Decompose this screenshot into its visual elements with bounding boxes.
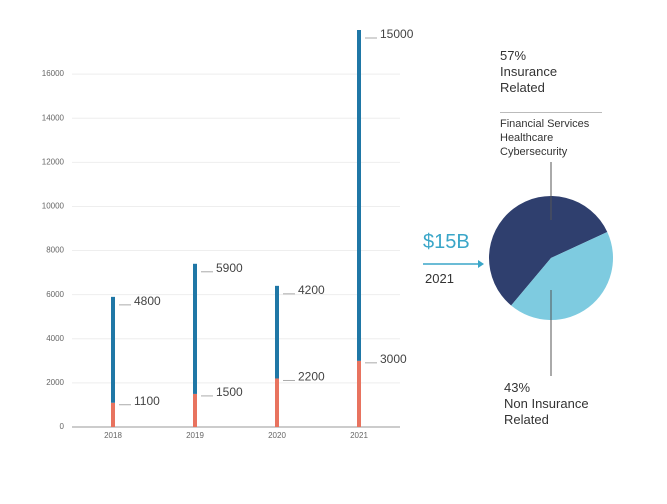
sub-item: Healthcare: [500, 132, 554, 144]
sub-item: Cybersecurity: [500, 146, 568, 158]
bar-segment: [111, 296, 115, 403]
x-tick-label: 2020: [268, 431, 286, 440]
data-label: 15000: [380, 27, 414, 41]
bar-segment: [275, 285, 279, 379]
pie-value-label: 43%: [504, 380, 531, 395]
x-tick-label: 2021: [350, 431, 368, 440]
y-tick-label: 0: [60, 422, 65, 431]
bar-segment: [357, 360, 361, 427]
y-tick-label: 10000: [42, 202, 65, 211]
y-tick-label: 16000: [42, 69, 65, 78]
data-label: 2200: [298, 370, 325, 384]
data-label: 1100: [134, 394, 160, 408]
x-tick-label: 2019: [186, 431, 204, 440]
pie-label-1: 57% Insurance Related: [500, 48, 580, 96]
bar-segment: [193, 393, 197, 427]
pie-slice: [511, 231, 614, 320]
y-tick-label: 14000: [42, 113, 65, 122]
y-tick-label: 2000: [46, 378, 64, 387]
data-label: 1500: [216, 385, 243, 399]
divider: [500, 112, 602, 113]
sub-item: Financial Services: [500, 118, 590, 130]
bar-segment: [275, 378, 279, 427]
pie-label-2: 43% Non Insurance Related: [504, 380, 614, 428]
pie-category: Insurance Related: [500, 64, 558, 95]
pie-slice: [488, 195, 608, 306]
sub-items: Financial Services Healthcare Cybersecur…: [500, 117, 589, 159]
data-label: 5900: [216, 261, 243, 275]
bar-segment: [193, 263, 197, 394]
pie-subtitle: 2021: [425, 271, 454, 286]
arrow-head: [478, 260, 484, 268]
data-label: 4800: [134, 294, 161, 308]
pie-title: $15B: [423, 231, 470, 253]
y-tick-label: 8000: [46, 246, 64, 255]
y-tick-label: 12000: [42, 157, 65, 166]
pie-value-label: 57%: [500, 48, 527, 63]
data-label: 3000: [380, 352, 407, 366]
bar-segment: [357, 30, 361, 361]
x-tick-label: 2018: [104, 431, 122, 440]
bar-segment: [111, 402, 115, 427]
y-tick-label: 6000: [46, 290, 64, 299]
pie-category: Non Insurance Related: [504, 396, 589, 427]
data-label: 4200: [298, 283, 325, 297]
y-tick-label: 4000: [46, 334, 64, 343]
